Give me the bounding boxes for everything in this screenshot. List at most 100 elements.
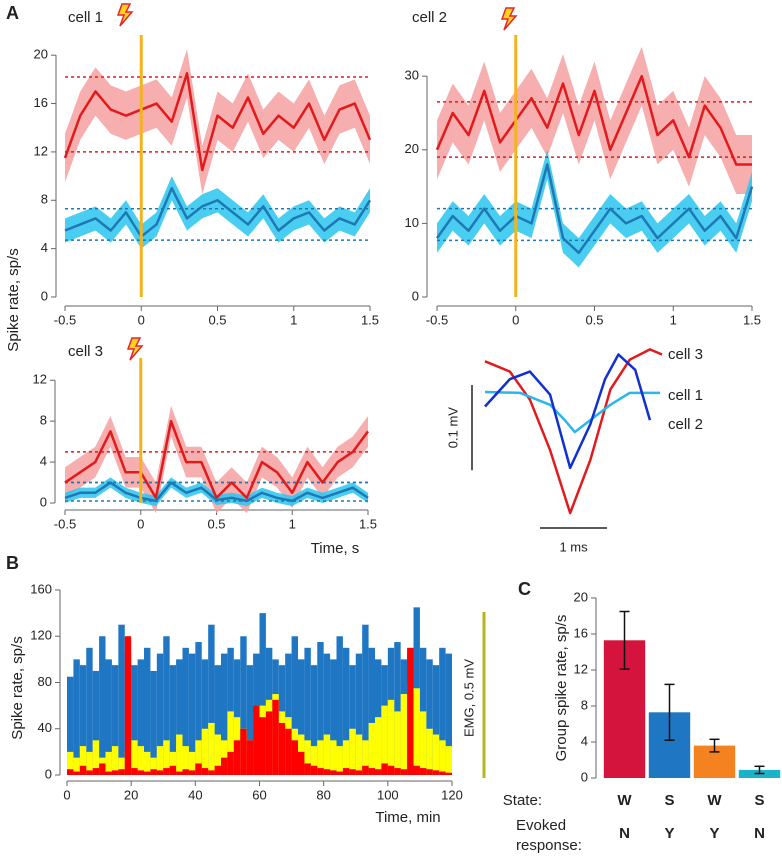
- bar: [355, 770, 363, 775]
- evoked-label: Y: [709, 825, 719, 842]
- category-label: W: [707, 792, 722, 809]
- x-tick-label: 1.5: [743, 312, 761, 327]
- bar: [323, 653, 331, 775]
- line: [435, 163, 754, 255]
- bar: [240, 728, 247, 775]
- bar: [394, 642, 401, 775]
- row-label: State:: [503, 792, 542, 809]
- bar: [92, 670, 100, 775]
- bar: [310, 765, 318, 775]
- bar: [208, 722, 215, 775]
- bar: [342, 740, 350, 775]
- bar: [105, 659, 112, 775]
- line: [484, 390, 660, 434]
- bar: [233, 740, 241, 775]
- bar: [368, 647, 375, 775]
- bar: [156, 746, 164, 775]
- x-tick-label: 0.5: [585, 312, 603, 327]
- y-axis-label: Spike rate, sp/s: [9, 636, 26, 739]
- y-tick-label: 4: [41, 240, 48, 255]
- bar: [79, 746, 87, 775]
- bar: [310, 665, 318, 775]
- category-label: S: [754, 792, 764, 809]
- bar: [381, 705, 388, 775]
- bar: [445, 746, 452, 775]
- y-axis-label: Spike rate, sp/s: [5, 248, 22, 351]
- bar: [349, 728, 356, 775]
- bar: [201, 768, 209, 775]
- panel-label: A: [6, 3, 19, 23]
- error-band: [65, 176, 370, 249]
- bar: [144, 771, 151, 775]
- bar: [195, 763, 202, 775]
- bar: [86, 751, 93, 775]
- bar: [317, 768, 324, 775]
- bar: [150, 757, 157, 775]
- bar: [111, 770, 119, 775]
- x-tick-label: 0: [512, 312, 519, 327]
- bar: [111, 665, 119, 775]
- bar: [355, 653, 363, 775]
- x-tick-label: 40: [188, 787, 202, 802]
- bar: [67, 751, 74, 775]
- bar: [169, 751, 177, 775]
- bar: [163, 636, 170, 775]
- evoked-label: N: [619, 825, 630, 842]
- line: [435, 74, 752, 166]
- x-tick-label: 60: [252, 787, 266, 802]
- bar: [407, 647, 414, 775]
- bar: [188, 751, 196, 775]
- y-tick-label: 8: [40, 413, 47, 428]
- bar: [208, 770, 215, 775]
- row-label: Evoked: [516, 817, 566, 834]
- bar: [413, 765, 420, 775]
- category-label: W: [617, 792, 632, 809]
- y-tick-label: 12: [33, 372, 47, 387]
- line: [64, 186, 372, 238]
- bar: [278, 722, 286, 775]
- bar: [310, 746, 318, 775]
- y-tick-label: 0: [581, 769, 588, 784]
- lightning-icon: [126, 337, 144, 361]
- bar: [86, 770, 93, 775]
- bar: [150, 769, 157, 775]
- bar: [67, 676, 74, 775]
- bar: [304, 740, 311, 775]
- evoked-label: N: [754, 825, 765, 842]
- bar: [137, 746, 144, 775]
- bar: [419, 711, 427, 775]
- x-tick-label: 0.5: [207, 516, 225, 531]
- panel-label: B: [6, 553, 19, 573]
- bar: [92, 768, 100, 775]
- bar: [330, 740, 337, 775]
- bar: [201, 728, 209, 775]
- chart-title: cell 3: [68, 343, 103, 360]
- bar: [176, 659, 183, 775]
- bar: [259, 717, 266, 775]
- bar: [362, 740, 369, 775]
- bar: [73, 771, 80, 775]
- bar: [169, 765, 177, 775]
- bar: [298, 751, 305, 775]
- y-tick-label: 20: [574, 589, 588, 604]
- x-tick-label: 0: [138, 312, 145, 327]
- legend-label: cell 1: [668, 387, 703, 404]
- bar: [201, 659, 209, 775]
- y-tick-label: 0: [45, 766, 52, 781]
- bar: [362, 765, 369, 775]
- bar: [137, 659, 144, 775]
- bar: [413, 688, 420, 775]
- y-tick-label: 4: [40, 454, 47, 469]
- chart-title: cell 1: [68, 9, 103, 26]
- line: [484, 348, 663, 515]
- bar: [445, 772, 452, 775]
- bar: [426, 769, 433, 775]
- bar: [291, 636, 298, 775]
- bar: [176, 734, 183, 775]
- bar: [285, 653, 292, 775]
- x-tick-label: -0.5: [54, 312, 76, 327]
- bar: [432, 734, 440, 775]
- bar: [137, 770, 144, 775]
- bar: [240, 636, 247, 775]
- bar: [375, 769, 382, 775]
